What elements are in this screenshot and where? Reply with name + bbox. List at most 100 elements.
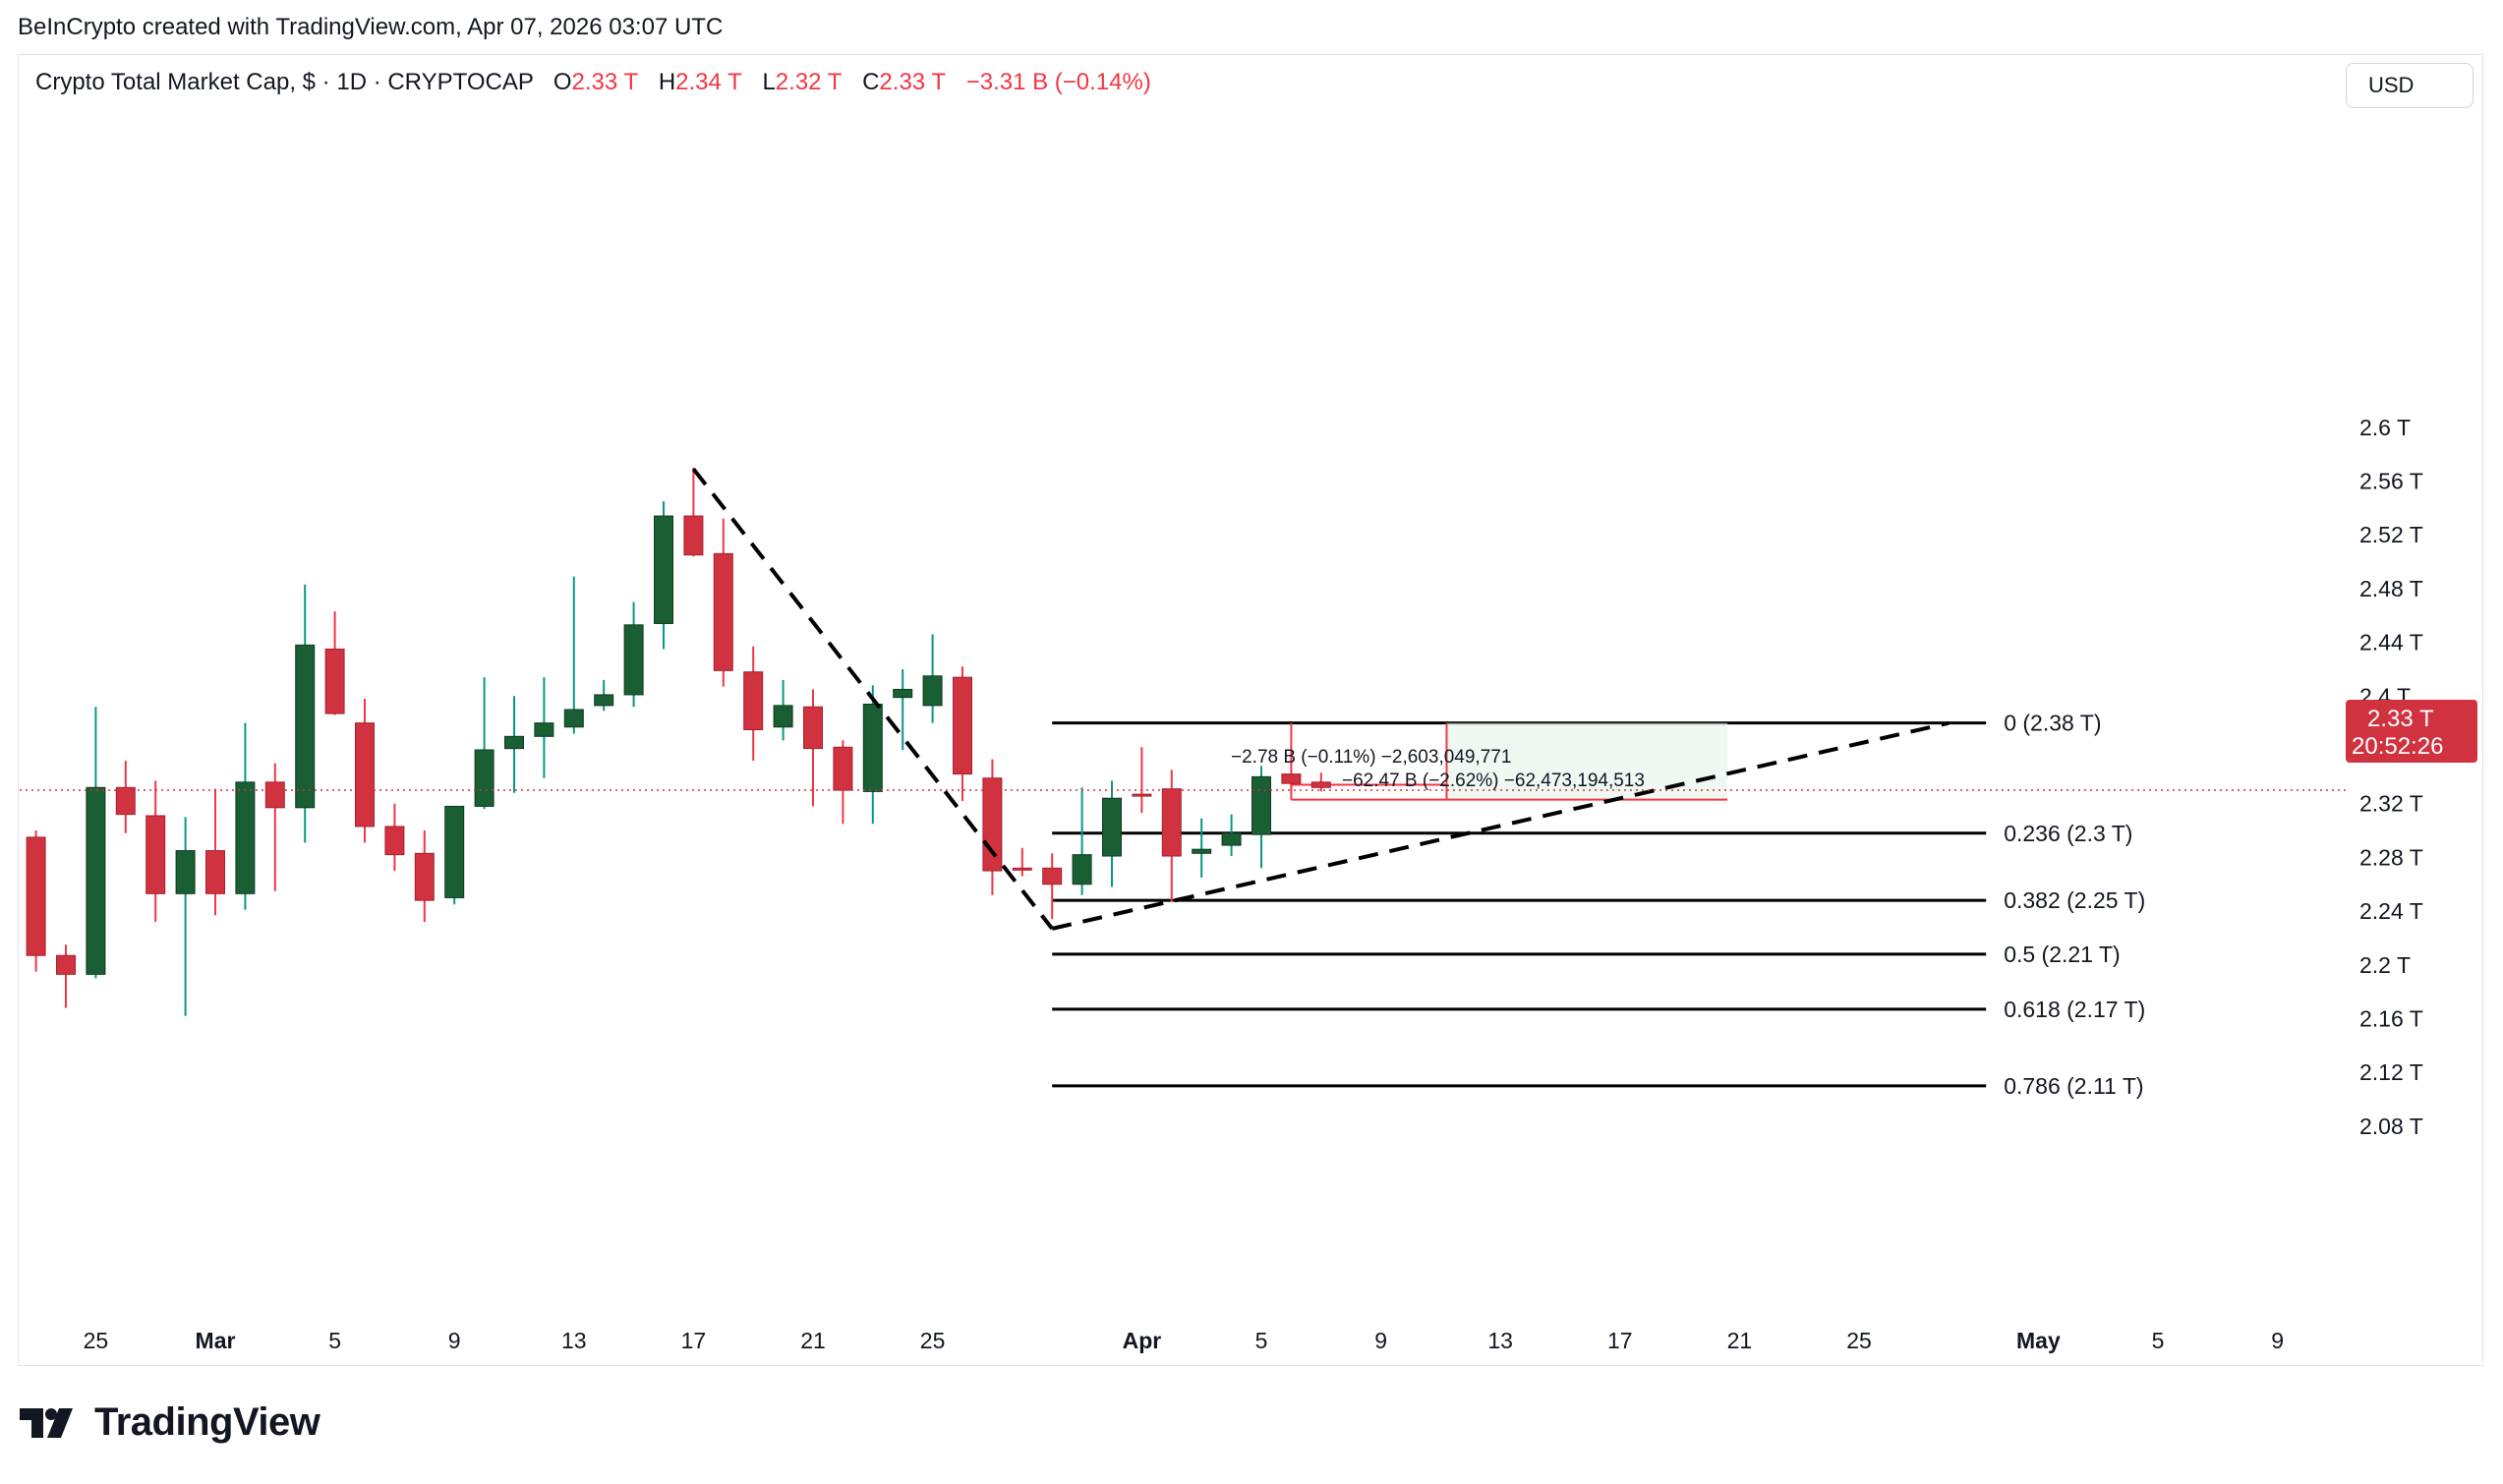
trendline-0[interactable] <box>691 467 1054 931</box>
fib-label-0.236: 0.236 (2.3 T) <box>2004 821 2132 846</box>
candle-body-22[interactable] <box>683 515 704 556</box>
candle-body-33[interactable] <box>1012 867 1032 871</box>
candle-body-28[interactable] <box>862 704 883 792</box>
open-label: O <box>553 69 572 95</box>
symbol-name: Crypto Total Market Cap, $ · 1D · CRYPTO… <box>35 69 534 95</box>
measure-tool <box>1290 722 1728 801</box>
candle-body-30[interactable] <box>922 675 943 707</box>
candle-body-14[interactable] <box>444 805 465 898</box>
close-label: C <box>862 69 880 95</box>
measure-range-fill <box>1446 722 1728 800</box>
fib-label-0.786: 0.786 (2.11 T) <box>2004 1073 2143 1099</box>
candle-body-41[interactable] <box>1252 775 1271 835</box>
measure-label-lower: −62.47 B (−2.62%) −62,473,194,513 <box>1342 771 1645 791</box>
trendlines <box>691 467 1950 931</box>
candle-body-31[interactable] <box>953 676 972 775</box>
candle-body-18[interactable] <box>563 709 584 728</box>
candle-body-2[interactable] <box>86 786 106 975</box>
candle-body-19[interactable] <box>594 694 614 707</box>
candle-body-39[interactable] <box>1192 848 1212 854</box>
candle-body-26[interactable] <box>803 706 823 750</box>
y-tick-label: 2.2 T <box>2359 952 2411 978</box>
candle-body-10[interactable] <box>324 648 345 714</box>
x-tick-label: 5 <box>328 1328 341 1353</box>
price-tag-countdown: 20:52:26 <box>2352 733 2443 760</box>
y-tick-label: 2.6 T <box>2359 415 2411 440</box>
x-tick-label: Apr <box>1123 1328 1162 1353</box>
candle-body-42[interactable] <box>1281 773 1302 784</box>
candle-body-15[interactable] <box>474 749 495 807</box>
tradingview-logo-icon <box>20 1407 73 1438</box>
candle-body-12[interactable] <box>384 826 405 856</box>
x-tick-label: 13 <box>1487 1328 1513 1353</box>
x-tick-label: 25 <box>920 1328 946 1353</box>
candle-body-13[interactable] <box>414 852 435 901</box>
x-tick-label: 13 <box>561 1328 587 1353</box>
y-tick-label: 2.56 T <box>2359 469 2423 494</box>
currency-button[interactable]: USD <box>2346 63 2474 108</box>
candle-body-37[interactable] <box>1132 793 1152 797</box>
x-tick-label: 9 <box>1374 1328 1387 1353</box>
y-tick-label: 2.32 T <box>2359 791 2423 817</box>
candle-body-38[interactable] <box>1161 788 1182 857</box>
x-tick-label: 17 <box>681 1328 707 1353</box>
candle-body-35[interactable] <box>1072 854 1092 885</box>
x-tick-label: 21 <box>1727 1328 1753 1353</box>
trendline-1[interactable] <box>1051 720 1950 931</box>
symbol-legend: Crypto Total Market Cap, $ · 1D · CRYPTO… <box>35 69 1165 96</box>
candle-body-25[interactable] <box>773 705 793 728</box>
high-value: 2.34 T <box>675 69 742 95</box>
open-value: 2.33 T <box>571 69 639 95</box>
x-tick-label: 17 <box>1607 1328 1633 1353</box>
y-tick-label: 2.52 T <box>2359 522 2423 547</box>
candle-body-36[interactable] <box>1102 797 1122 857</box>
candle-body-34[interactable] <box>1042 867 1063 885</box>
candle-body-4[interactable] <box>146 815 166 894</box>
attribution-text: BeInCrypto created with TradingView.com,… <box>18 14 724 40</box>
tradingview-logo[interactable]: TradingView <box>20 1400 320 1445</box>
y-tick-label: 2.44 T <box>2359 630 2423 656</box>
candle-body-7[interactable] <box>235 781 256 894</box>
candle-body-43[interactable] <box>1310 781 1331 788</box>
x-tick-label: 25 <box>1846 1328 1872 1353</box>
candle-body-5[interactable] <box>175 850 196 894</box>
candle-body-23[interactable] <box>713 552 733 671</box>
candle-body-24[interactable] <box>743 671 764 730</box>
candle-body-40[interactable] <box>1221 832 1242 846</box>
x-tick-label: 25 <box>84 1328 109 1353</box>
fib-label-0.382: 0.382 (2.25 T) <box>2004 887 2145 913</box>
price-tag <box>2346 700 2477 763</box>
measure-label-upper: −2.78 B (−0.11%) −2,603,049,771 <box>1231 747 1511 768</box>
candle-body-27[interactable] <box>833 746 853 791</box>
candle-body-0[interactable] <box>26 836 46 956</box>
x-tick-label: May <box>2016 1328 2061 1353</box>
y-tick-label: 2.24 T <box>2359 898 2423 924</box>
time-axis[interactable]: 25 Mar 5 9 13 17 21 25 Apr 5 9 13 17 21 25 May 5 9 <box>84 1328 2284 1353</box>
candle-body-3[interactable] <box>115 786 136 816</box>
x-tick-label: Mar <box>196 1328 236 1353</box>
candle-body-9[interactable] <box>295 644 316 809</box>
fib-label-0.618: 0.618 (2.17 T) <box>2004 997 2145 1022</box>
candle-body-32[interactable] <box>982 777 1003 872</box>
tradingview-logo-text: TradingView <box>94 1400 320 1444</box>
x-tick-label: 9 <box>448 1328 461 1353</box>
y-tick-label: 2.16 T <box>2359 1006 2423 1032</box>
candle-body-11[interactable] <box>355 722 375 828</box>
candle-body-17[interactable] <box>534 722 554 737</box>
y-tick-label: 2.12 T <box>2359 1059 2423 1085</box>
candle-body-20[interactable] <box>623 624 644 696</box>
candles <box>26 467 1331 1016</box>
candle-body-16[interactable] <box>504 735 524 750</box>
price-tag-price: 2.33 T <box>2367 706 2434 732</box>
close-value: 2.33 T <box>879 69 947 95</box>
candle-body-1[interactable] <box>56 954 76 975</box>
price-axis[interactable]: 2.08 T 2.12 T 2.16 T 2.2 T 2.24 T 2.28 T 2.32 … <box>2359 415 2423 1139</box>
candle-body-29[interactable] <box>893 688 913 699</box>
y-tick-label: 2.08 T <box>2359 1113 2423 1139</box>
y-tick-label: 2.28 T <box>2359 844 2423 870</box>
candle-body-21[interactable] <box>654 515 673 624</box>
candle-body-8[interactable] <box>264 781 285 809</box>
chart-frame <box>18 54 2483 1366</box>
candle-body-6[interactable] <box>205 850 225 894</box>
